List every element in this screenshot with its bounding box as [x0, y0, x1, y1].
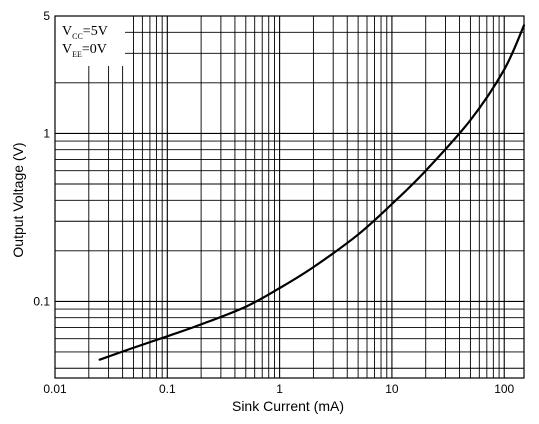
vcc-main: V: [62, 24, 72, 39]
x-axis-title: Sink Current (mA): [232, 398, 344, 414]
tick-labels: 0.01 0.1 1 10 100 0.1 1 5: [33, 9, 514, 396]
x-tick-label: 0.01: [43, 382, 67, 396]
vcc-value: =5V: [83, 24, 108, 39]
y-tick-label: 5: [43, 9, 50, 23]
grid-layer: [55, 16, 524, 378]
vee-subscript: EE: [72, 50, 82, 59]
x-tick-label: 1: [276, 382, 283, 396]
vee-label: VEE=0V: [62, 42, 107, 59]
x-tick-label: 100: [494, 382, 514, 396]
x-tick-label: 10: [385, 382, 399, 396]
vcc-label: VCC=5V: [62, 24, 108, 41]
x-tick-label: 0.1: [159, 382, 176, 396]
annotation-background: [55, 16, 125, 66]
y-axis-title: Output Voltage (V): [10, 142, 26, 257]
data-series-line: [98, 24, 526, 361]
y-tick-label: 1: [43, 126, 50, 140]
vcc-subscript: CC: [72, 32, 83, 41]
y-tick-label: 0.1: [33, 294, 50, 308]
vee-value: =0V: [82, 42, 107, 57]
annotation-box: VCC=5V VEE=0V: [55, 16, 125, 66]
plot-frame: [54, 15, 525, 379]
vee-main: V: [62, 42, 72, 57]
